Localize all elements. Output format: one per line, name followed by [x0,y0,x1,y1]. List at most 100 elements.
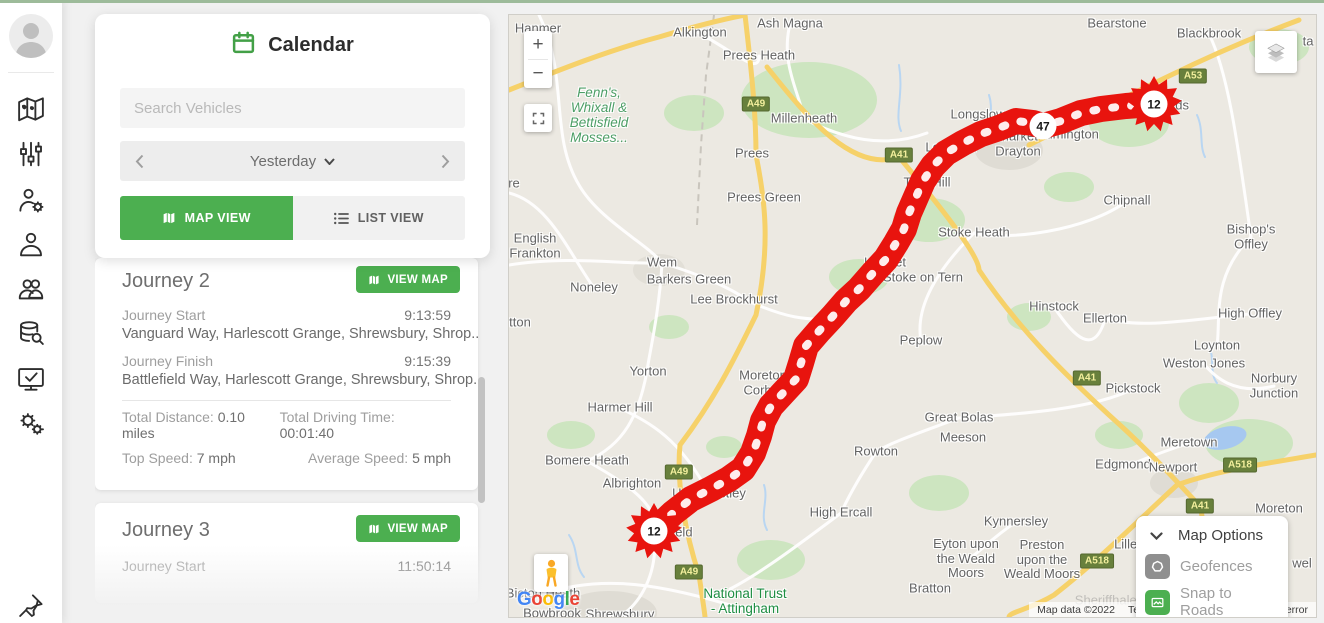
chevron-down-icon [1150,531,1163,540]
map-place-label: Eyton upon the Weald Moors [933,536,999,581]
scrollbar-thumb[interactable] [478,377,485,503]
map-place-label: Lee Brockhurst [690,291,778,307]
geofences-label: Geofences [1180,558,1253,575]
zoom-control: + − [524,31,552,88]
calendar-panel: Calendar Yesterday MAP VIEW LIST VIEW [95,14,490,258]
user-settings-icon[interactable] [16,185,46,215]
layers-button[interactable] [1255,31,1297,73]
top-speed-value: 7 mph [196,450,236,466]
search-input[interactable] [120,88,465,128]
map-place-label: Ellerton [1082,310,1128,326]
view-map-label: VIEW MAP [387,273,448,286]
database-search-icon[interactable] [16,319,46,349]
map-place-label: Kynnersley [983,513,1049,529]
map-place-label: Yorton [629,363,667,379]
snap-to-roads-label: Snap to Roads [1180,585,1232,618]
map-canvas[interactable]: Hanmer Alkington Ash Magna Prees Heath Mille… [508,14,1317,618]
journey-finish-time: 9:15:39 [404,353,451,369]
road-badge: A518 [1080,553,1114,569]
google-logo[interactable]: Google [517,589,580,611]
users-icon[interactable] [16,274,46,304]
road-badge: A53 [1178,68,1208,84]
journey-card: Journey 3 VIEW MAP Journey Start 11:50:1… [95,503,478,603]
view-map-button[interactable]: VIEW MAP [356,266,460,293]
map-place-label: Market Drayton [995,128,1041,158]
date-navigation: Yesterday [120,141,465,181]
google-logo-letter: l [564,589,570,610]
map-icon[interactable] [16,94,46,124]
map-place-label: National Trust - Attingham [703,585,787,616]
next-day-button[interactable] [427,141,465,181]
zoom-out-button[interactable]: − [532,63,544,84]
road-badge: A49 [741,96,771,112]
map-place-label: Noneley [570,279,618,295]
map-place-label: Ash Magna [757,15,823,31]
google-logo-letter: o [542,589,554,610]
journey-start-label: Journey Start [122,307,206,323]
top-accent-strip [0,0,1324,3]
date-label: Yesterday [249,152,317,170]
zoom-in-button[interactable]: + [532,34,544,55]
list-view-button[interactable]: LIST VIEW [292,196,465,240]
google-logo-letter: g [553,589,566,610]
gears-icon[interactable] [16,408,46,438]
journey-start-address: Vanguard Way, Harlescott Grange, Shrewsb… [122,326,478,342]
map-place-label: Albrighton [602,475,662,491]
calendar-icon [231,30,256,60]
date-dropdown[interactable]: Yesterday [250,153,335,170]
user-icon[interactable] [16,229,46,259]
map-icon [369,522,380,535]
map-place-label: Peplow [899,332,943,348]
map-place-label: Hinstock [1029,298,1079,314]
road-badge: A49 [664,464,694,480]
fullscreen-button[interactable] [524,104,552,132]
snap-to-roads-icon [1145,589,1170,615]
chevron-down-icon [324,157,335,165]
previous-day-button[interactable] [120,141,158,181]
map-place-label: High Ercall [809,504,873,520]
geofences-option[interactable]: Geofences [1136,551,1288,582]
map-place-label: Upper Astley [672,485,746,501]
map-place-label: High Offley [1217,305,1283,321]
map-place-label: Prees Green [727,189,801,205]
map-place-label: Hodnet [864,254,906,270]
avatar[interactable] [9,14,53,58]
map-place-label: Rowton [853,443,899,459]
map-options-toggle[interactable]: Map Options [1136,523,1288,551]
map-place-label: ta [1302,33,1314,49]
map-place-label: Millenheath [770,110,838,126]
map-place-label: Harmer Hill [587,399,653,415]
pegman-icon [545,559,557,587]
map-place-label: Almington [1041,126,1099,142]
fullscreen-icon [532,112,544,124]
journey-start-time: 11:50:14 [397,558,451,574]
map-place-label: Pickstock [1105,380,1161,396]
road-badge: A518 [1223,457,1257,473]
journey-card: Journey 2 VIEW MAP Journey Start 9:13:59… [95,258,478,490]
average-speed-value: 5 mph [412,450,451,466]
monitor-check-icon[interactable] [16,364,46,394]
google-logo-letter: o [531,589,543,610]
sidebar-divider [8,72,54,73]
journey-finish-label: Journey Finish [122,353,214,369]
map-place-label: Preston upon the Weald Moors [1003,537,1081,582]
pegman-button[interactable] [534,554,568,592]
map-options-panel: Map Options Geofences Snap to Roads [1136,516,1288,618]
pin-icon[interactable] [16,591,46,621]
view-map-button[interactable]: VIEW MAP [356,515,460,542]
map-place-label: Bishop's Offley [1226,221,1276,251]
road-badge: A41 [1185,498,1215,514]
sliders-icon[interactable] [16,139,46,169]
view-map-label: VIEW MAP [387,522,448,535]
panel-title: Calendar [268,33,354,56]
journey-list[interactable]: Journey 2 VIEW MAP Journey Start 9:13:59… [95,258,486,623]
map-place-label: Loynton [1193,337,1241,353]
map-place-label: Stoke on Tern [883,269,963,285]
journey-finish-address: Battlefield Way, Harlescott Grange, Shre… [122,372,478,388]
average-speed-label: Average Speed: [308,450,409,466]
divider [122,400,451,401]
map-place-label: Norbury Junction [1249,370,1299,400]
map-view-button[interactable]: MAP VIEW [120,196,293,240]
map-data-text: Map data ©2022 [1037,603,1115,616]
snap-to-roads-option[interactable]: Snap to Roads [1136,582,1288,618]
